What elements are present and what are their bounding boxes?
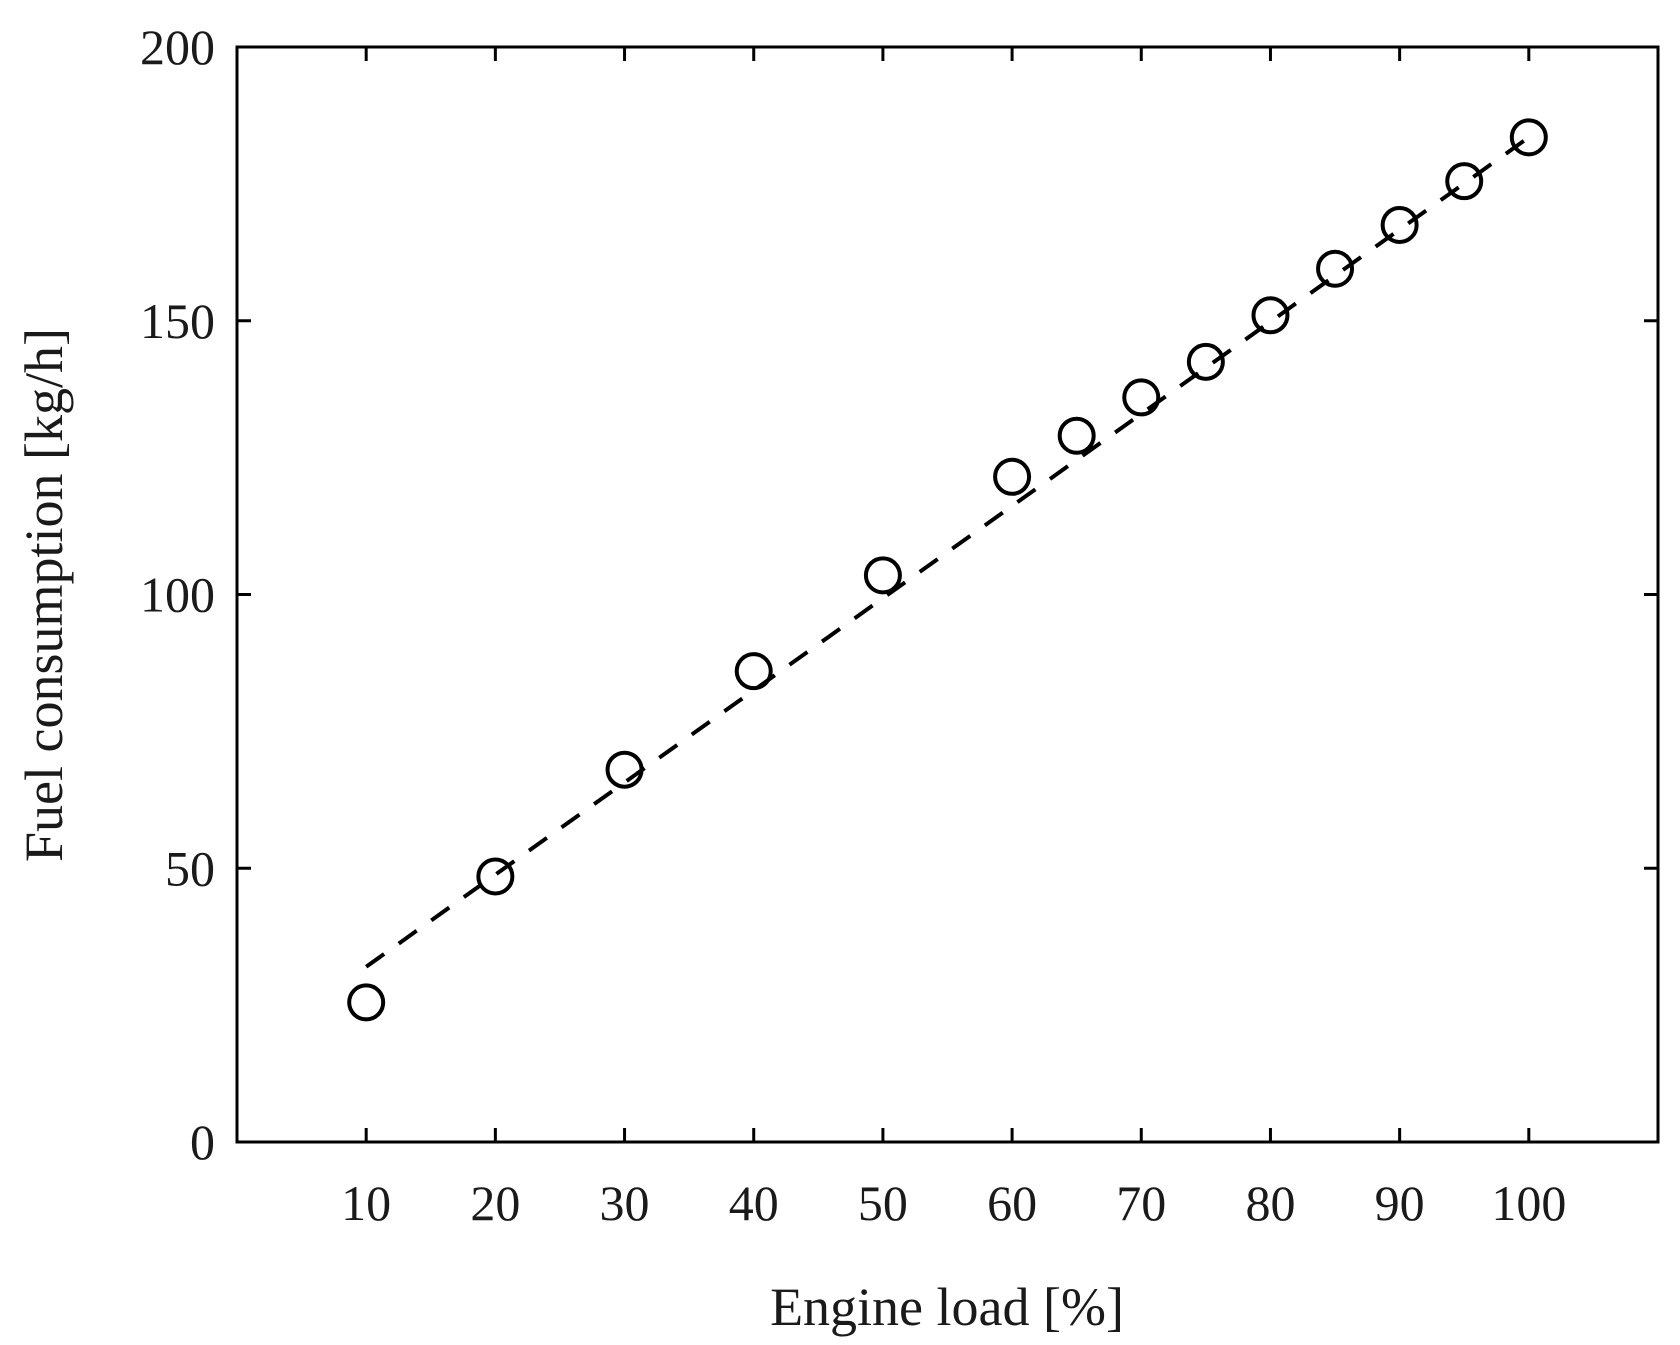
- fit-line: [365, 135, 1530, 969]
- data-point: [1316, 249, 1355, 288]
- x-tick-label: 70: [1116, 1175, 1166, 1231]
- x-tick-label: 40: [729, 1175, 779, 1231]
- data-point: [993, 457, 1032, 496]
- x-tick-label: 10: [341, 1175, 391, 1231]
- y-tick-label: 100: [140, 567, 215, 623]
- x-tick-label: 90: [1375, 1175, 1425, 1231]
- x-tick-label: 100: [1491, 1175, 1566, 1231]
- y-tick-label: 150: [140, 293, 215, 349]
- y-axis-label: Fuel consumption [kg/h]: [14, 328, 74, 862]
- plot-frame: [235, 45, 1660, 1144]
- data-point: [1186, 342, 1225, 381]
- data-point: [605, 750, 644, 789]
- x-tick-label: 30: [600, 1175, 650, 1231]
- x-axis-label: Engine load [%]: [770, 1277, 1124, 1337]
- data-point: [863, 556, 902, 595]
- data-point: [1380, 205, 1419, 244]
- data-point: [1122, 378, 1161, 417]
- x-axis-ticks: 10 20 30 40 50 60 70 80 90 100: [341, 47, 1566, 1231]
- x-tick-label: 60: [987, 1175, 1037, 1231]
- y-tick-label: 50: [165, 840, 215, 896]
- data-point: [734, 652, 773, 691]
- data-point: [1057, 416, 1096, 455]
- y-tick-label: 200: [140, 19, 215, 75]
- data-markers: [347, 118, 1548, 1022]
- data-point: [347, 983, 386, 1022]
- x-tick-label: 80: [1245, 1175, 1295, 1231]
- data-point: [476, 857, 515, 896]
- x-tick-label: 50: [858, 1175, 908, 1231]
- data-point: [1251, 296, 1290, 335]
- y-axis-ticks: 0 50 100 150 200: [140, 19, 1658, 1170]
- data-point: [1445, 162, 1484, 201]
- data-point: [1509, 118, 1548, 157]
- y-tick-label: 0: [190, 1114, 215, 1170]
- x-tick-label: 20: [470, 1175, 520, 1231]
